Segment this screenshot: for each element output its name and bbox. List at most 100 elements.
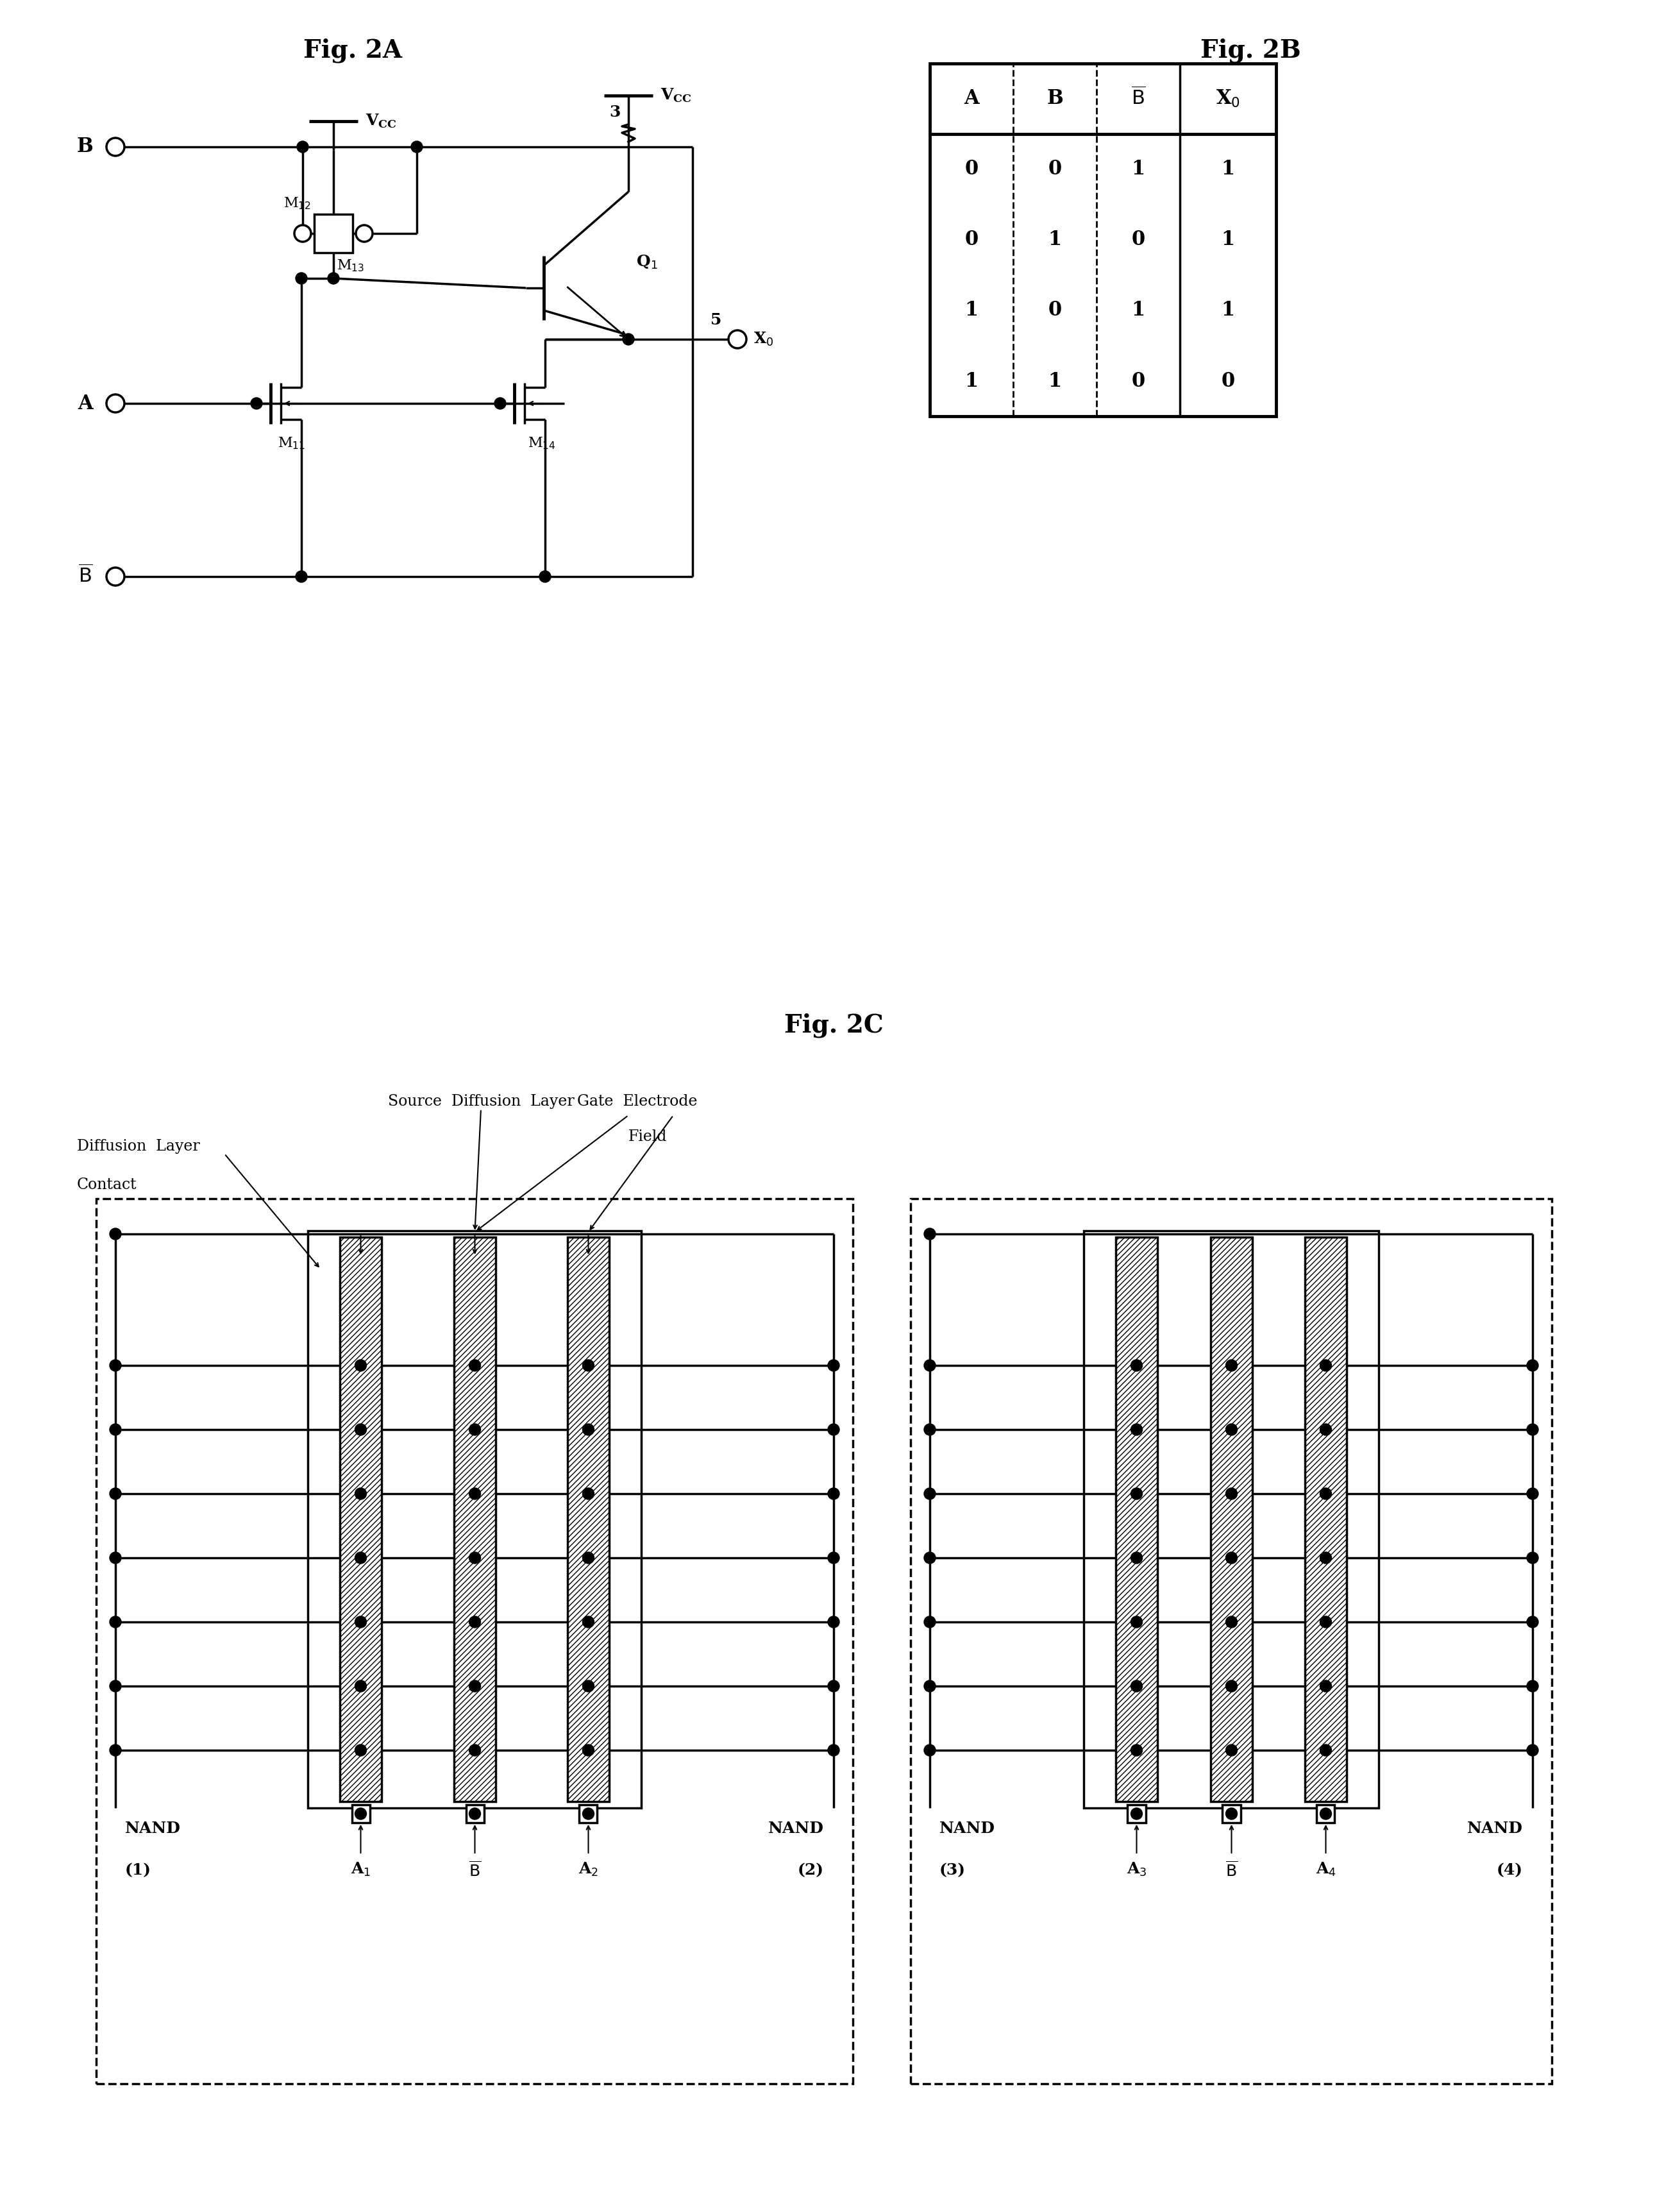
Circle shape	[1226, 1617, 1238, 1628]
Circle shape	[110, 1617, 120, 1628]
Text: M$_{11}$: M$_{11}$	[278, 436, 306, 451]
Circle shape	[468, 1617, 480, 1628]
Text: 0: 0	[965, 230, 979, 250]
Circle shape	[923, 1489, 935, 1500]
Text: 3: 3	[609, 104, 621, 119]
Circle shape	[355, 1553, 366, 1564]
Text: NAND: NAND	[1467, 1820, 1522, 1836]
Circle shape	[110, 1360, 120, 1371]
Text: A$_1$: A$_1$	[351, 1860, 371, 1878]
Bar	[340, 1237, 381, 1801]
Circle shape	[1527, 1617, 1539, 1628]
Text: X$_0$: X$_0$	[1216, 88, 1240, 108]
Circle shape	[1527, 1425, 1539, 1436]
Circle shape	[1320, 1553, 1332, 1564]
Circle shape	[923, 1553, 935, 1564]
Circle shape	[1527, 1489, 1539, 1500]
Circle shape	[582, 1617, 594, 1628]
Circle shape	[1320, 1807, 1332, 1820]
Text: B: B	[77, 137, 94, 157]
Circle shape	[923, 1681, 935, 1692]
Text: NAND: NAND	[125, 1820, 181, 1836]
Circle shape	[1131, 1681, 1143, 1692]
Text: M$_{13}$: M$_{13}$	[336, 259, 365, 272]
Circle shape	[1320, 1425, 1332, 1436]
Circle shape	[355, 1745, 366, 1756]
Text: 1: 1	[965, 301, 979, 321]
Bar	[95, 1199, 853, 2084]
Circle shape	[1320, 1617, 1332, 1628]
Circle shape	[1131, 1553, 1143, 1564]
Text: V$_{\mathregular{CC}}$: V$_{\mathregular{CC}}$	[365, 113, 397, 131]
Text: (1): (1)	[125, 1863, 151, 1878]
Circle shape	[468, 1681, 480, 1692]
Circle shape	[582, 1745, 594, 1756]
Text: Q$_1$: Q$_1$	[636, 254, 657, 270]
Circle shape	[923, 1617, 935, 1628]
Circle shape	[1320, 1360, 1332, 1371]
Bar	[930, 64, 1276, 416]
Circle shape	[1320, 1745, 1332, 1756]
Bar	[1128, 1805, 1146, 1823]
Text: 0: 0	[1221, 372, 1235, 392]
Circle shape	[582, 1807, 594, 1820]
Text: A: A	[964, 88, 979, 108]
Text: $\overline{\mathrm{B}}$: $\overline{\mathrm{B}}$	[1131, 88, 1146, 111]
Circle shape	[1131, 1360, 1143, 1371]
Circle shape	[923, 1228, 935, 1239]
Circle shape	[110, 1681, 120, 1692]
Text: Fig. 2A: Fig. 2A	[303, 38, 402, 62]
Circle shape	[1226, 1553, 1238, 1564]
Bar	[1211, 1237, 1253, 1801]
Circle shape	[828, 1425, 840, 1436]
Text: A$_2$: A$_2$	[579, 1860, 599, 1878]
Bar	[579, 1805, 597, 1823]
Text: $\overline{\mathrm{B}}$: $\overline{\mathrm{B}}$	[1225, 1860, 1238, 1880]
Text: Diffusion  Layer: Diffusion Layer	[77, 1139, 199, 1155]
Text: 1: 1	[1047, 230, 1062, 250]
Text: (2): (2)	[798, 1863, 825, 1878]
Circle shape	[1226, 1425, 1238, 1436]
Circle shape	[296, 571, 308, 582]
Circle shape	[1527, 1745, 1539, 1756]
Circle shape	[828, 1360, 840, 1371]
Text: 0: 0	[1131, 372, 1144, 392]
Text: V$_{\mathregular{CC}}$: V$_{\mathregular{CC}}$	[661, 86, 691, 104]
Text: 0: 0	[1047, 301, 1062, 321]
Circle shape	[355, 1617, 366, 1628]
Text: NAND: NAND	[768, 1820, 825, 1836]
Circle shape	[468, 1360, 480, 1371]
Circle shape	[1320, 1489, 1332, 1500]
Circle shape	[468, 1489, 480, 1500]
Text: B: B	[1047, 88, 1062, 108]
Bar	[567, 1237, 609, 1801]
Circle shape	[110, 1745, 120, 1756]
Circle shape	[1226, 1745, 1238, 1756]
Bar	[1305, 1237, 1347, 1801]
Text: Gate  Electrode: Gate Electrode	[577, 1095, 698, 1108]
Circle shape	[1226, 1807, 1238, 1820]
Circle shape	[1131, 1745, 1143, 1756]
Circle shape	[1131, 1617, 1143, 1628]
Circle shape	[582, 1553, 594, 1564]
Circle shape	[828, 1617, 840, 1628]
Text: 1: 1	[1131, 159, 1144, 179]
Circle shape	[582, 1489, 594, 1500]
Circle shape	[1527, 1681, 1539, 1692]
Text: NAND: NAND	[940, 1820, 995, 1836]
Text: A$_3$: A$_3$	[1126, 1860, 1146, 1878]
Bar	[567, 1237, 609, 1801]
Text: Fig. 2B: Fig. 2B	[1200, 38, 1300, 62]
Circle shape	[468, 1807, 480, 1820]
Circle shape	[828, 1745, 840, 1756]
Circle shape	[582, 1681, 594, 1692]
Circle shape	[412, 142, 423, 153]
Circle shape	[355, 1425, 366, 1436]
Circle shape	[923, 1745, 935, 1756]
Circle shape	[110, 1425, 120, 1436]
Text: 5: 5	[711, 312, 721, 327]
Circle shape	[495, 398, 505, 409]
Text: 1: 1	[1221, 230, 1235, 250]
Circle shape	[828, 1553, 840, 1564]
Circle shape	[468, 1553, 480, 1564]
